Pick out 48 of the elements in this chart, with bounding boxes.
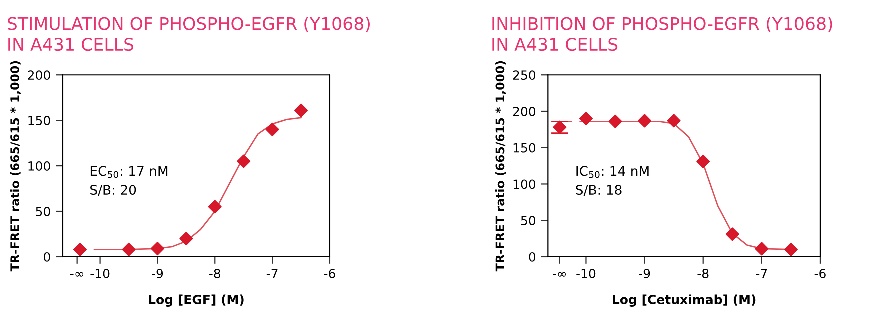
point (696, 154, 710, 168)
y-tick-label: 100 (28, 162, 50, 171)
y-tick-label: 0 (529, 252, 536, 262)
y-tick-label: 0 (44, 252, 50, 262)
x-tick-label: -6 (814, 269, 826, 278)
point (638, 114, 652, 128)
point (150, 242, 164, 256)
chart-title: STIMULATION OF PHOSPHO-EGFR (Y1068) IN A431 CELLS (8, 16, 370, 52)
point (208, 200, 222, 214)
x-tick-label: -9 (639, 269, 650, 278)
point (755, 242, 769, 256)
point (180, 232, 194, 246)
point (608, 114, 622, 128)
point (73, 242, 87, 256)
y-tick-label: 150 (514, 143, 536, 153)
point (294, 104, 308, 118)
x-tick-label: -6 (324, 269, 336, 278)
point (726, 228, 740, 242)
x-tick-label: -8 (210, 269, 221, 278)
x-tick-label: -7 (756, 269, 768, 278)
x-axis-title: Log [EGF] (M) (149, 294, 244, 307)
annotation: IC$_{50}$: 14 nM S/B: 18 (576, 166, 649, 196)
point (553, 120, 567, 134)
y-tick-label: 150 (28, 116, 50, 126)
point (667, 114, 681, 128)
point (266, 122, 280, 136)
x-tick-label: -∞ (553, 272, 566, 277)
x-tick-label: -7 (266, 269, 278, 278)
chart-title: INHIBITION OF PHOSPHO-EGFR (Y1068) IN A431 CELLS (492, 16, 832, 52)
point (122, 242, 136, 256)
point (237, 154, 251, 168)
y-tick-label: 200 (513, 106, 536, 116)
y-axis-title: TR-FRET ratio (665/615 * 1,000) (496, 61, 506, 272)
y-tick-label: 200 (28, 70, 50, 80)
x-tick-label: -8 (698, 269, 709, 278)
point (784, 242, 798, 256)
x-tick-label: -9 (152, 269, 164, 278)
y-axis-title: TR-FRET ratio (665/615 * 1,000) (10, 61, 21, 272)
y-tick-label: 250 (513, 70, 536, 80)
y-tick-label: 100 (514, 180, 536, 190)
y-tick-label: 50 (521, 216, 536, 226)
x-axis-title: Log [Cetuximab] (M) (613, 294, 756, 307)
x-tick-label: -10 (90, 269, 110, 278)
point (579, 112, 593, 126)
annotation: EC$_{50}$: 17 nM S/B: 20 (90, 166, 168, 196)
x-tick-label: -∞ (70, 272, 84, 277)
x-tick-label: -10 (576, 269, 596, 278)
y-tick-label: 50 (36, 206, 50, 216)
